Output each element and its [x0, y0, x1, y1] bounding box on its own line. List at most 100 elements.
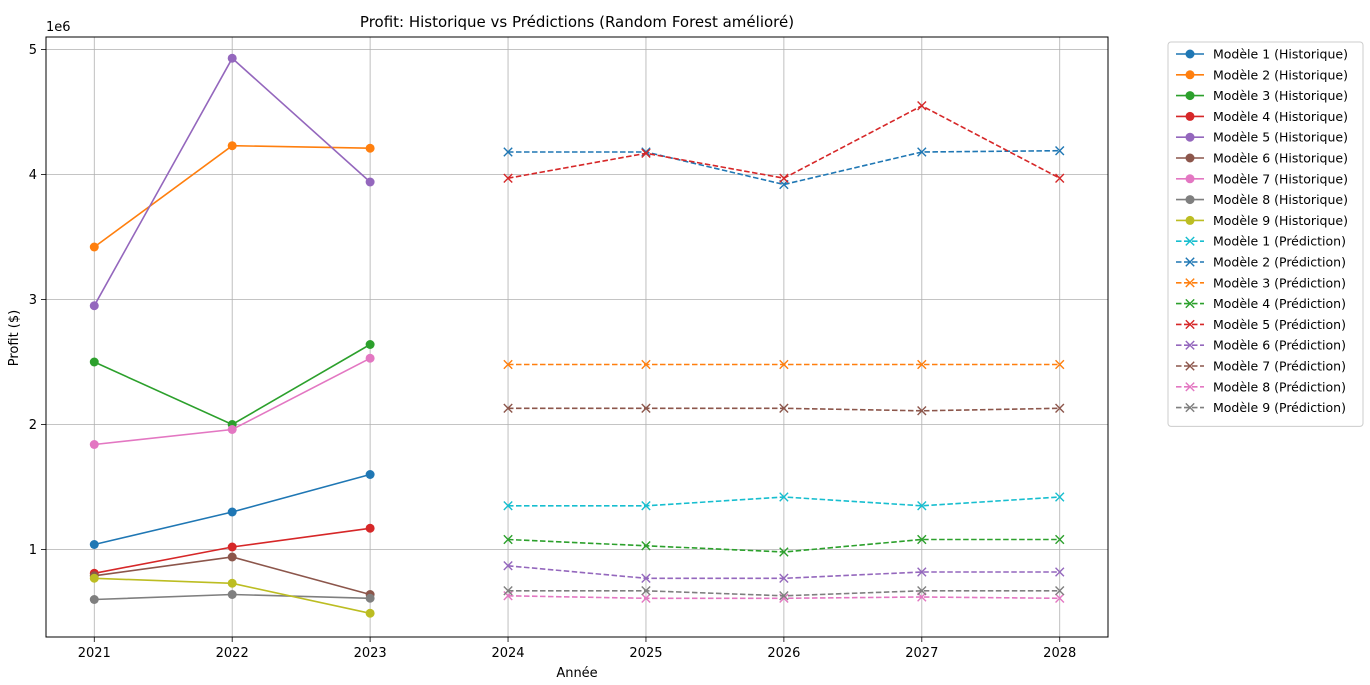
data-point — [917, 534, 927, 545]
chart-title: Profit: Historique vs Prédictions (Rando… — [360, 13, 794, 31]
data-point — [1055, 403, 1065, 413]
x-tick-label: 2027 — [905, 646, 938, 661]
data-point — [641, 147, 651, 157]
legend-entry: Modèle 5 (Prédiction) — [1176, 317, 1346, 332]
legend-label: Modèle 3 (Historique) — [1213, 88, 1348, 103]
legend-entry: Modèle 9 (Historique) — [1176, 213, 1348, 228]
data-point — [365, 470, 375, 479]
legend-marker — [1185, 257, 1195, 267]
data-point — [917, 586, 927, 596]
data-point — [89, 357, 99, 367]
data-point — [1055, 492, 1065, 502]
legend-label: Modèle 8 (Historique) — [1213, 192, 1348, 207]
series-16 — [503, 403, 1065, 416]
data-point — [641, 501, 651, 511]
legend-label: Modèle 9 (Prédiction) — [1213, 400, 1346, 415]
data-point — [1055, 567, 1065, 577]
x-tick-label: 2023 — [354, 646, 387, 661]
data-point — [503, 403, 513, 413]
series-18 — [503, 586, 1065, 601]
legend-marker — [1185, 361, 1195, 371]
legend-marker — [1185, 236, 1195, 246]
series-line — [508, 149, 1060, 186]
series-1 — [89, 470, 375, 549]
data-point — [1055, 173, 1065, 183]
data-point — [1055, 586, 1065, 596]
plot-frame — [45, 36, 1109, 638]
legend-entry: Modèle 3 (Prédiction) — [1176, 275, 1346, 290]
x-axis-label: Année — [556, 666, 597, 681]
legend-entry: Modèle 4 (Historique) — [1176, 109, 1348, 124]
data-point — [89, 242, 99, 252]
series-11 — [503, 146, 1065, 190]
data-point — [227, 507, 237, 517]
data-point — [365, 523, 375, 533]
y-tick-label: 4 — [29, 168, 37, 183]
legend-marker — [1185, 91, 1195, 101]
legend-marker — [1185, 278, 1195, 288]
legend-marker — [1185, 153, 1195, 163]
y-tick-label: 5 — [29, 43, 37, 58]
data-point — [365, 608, 375, 618]
legend-label: Modèle 4 (Historique) — [1213, 109, 1348, 124]
series-13 — [503, 534, 1065, 557]
data-point — [227, 53, 237, 63]
data-point — [503, 501, 513, 511]
axes: 2021 2022 2023 2024 2025 2026 2027 2028 1 2 3 4 5 — [29, 36, 1109, 661]
data-point — [1055, 146, 1065, 156]
legend-marker — [1185, 402, 1195, 413]
data-point — [503, 359, 513, 370]
series-17 — [503, 591, 1065, 603]
x-tick-label: 2021 — [78, 646, 111, 661]
grid — [46, 37, 1108, 637]
data-point — [365, 177, 375, 187]
data-point — [779, 173, 789, 183]
data-point — [365, 143, 375, 153]
data-point — [917, 101, 927, 111]
legend-entry: Modèle 6 (Historique) — [1176, 151, 1348, 166]
data-point — [503, 173, 513, 183]
legend: Modèle 1 (Historique) Modèle 2 (Historiqu… — [1167, 41, 1364, 427]
legend-entry: Modèle 1 (Historique) — [1176, 47, 1348, 62]
legend-entry: Modèle 3 (Historique) — [1176, 88, 1348, 103]
data-point — [779, 403, 789, 413]
x-tick-label: 2022 — [216, 646, 249, 661]
legend-entry: Modèle 9 (Prédiction) — [1176, 400, 1346, 415]
legend-label: Modèle 1 (Prédiction) — [1213, 234, 1346, 249]
legend-entry: Modèle 2 (Historique) — [1176, 67, 1348, 82]
data-point — [641, 148, 651, 158]
data-point — [503, 561, 513, 571]
data-point — [227, 578, 237, 588]
data-point — [917, 406, 927, 416]
data-point — [227, 552, 237, 562]
y-tick-label: 2 — [29, 418, 37, 433]
legend-marker — [1185, 195, 1195, 205]
legend-label: Modèle 7 (Historique) — [1213, 171, 1348, 186]
legend-label: Modèle 8 (Prédiction) — [1213, 379, 1346, 394]
data-point — [641, 586, 651, 596]
data-point — [917, 567, 927, 577]
data-point — [365, 593, 375, 603]
data-point — [779, 547, 789, 557]
legend-marker — [1185, 340, 1195, 350]
legend-marker — [1185, 174, 1195, 184]
legend-box — [1167, 41, 1364, 427]
legend-marker — [1185, 298, 1195, 309]
legend-marker — [1185, 111, 1195, 121]
data-point — [1055, 534, 1065, 545]
data-point — [779, 591, 789, 601]
legend-label: Modèle 9 (Historique) — [1213, 213, 1348, 228]
data-point — [227, 425, 237, 434]
data-point — [1055, 593, 1065, 603]
data-point — [917, 359, 927, 370]
x-tick-label: 2025 — [629, 646, 662, 661]
y-tick-label: 3 — [29, 293, 37, 308]
data-point — [89, 540, 99, 549]
data-point — [641, 403, 651, 413]
legend-marker — [1185, 132, 1195, 142]
data-point — [503, 586, 513, 596]
series-14 — [503, 101, 1065, 183]
x-tick-label: 2024 — [491, 646, 524, 661]
data-point — [227, 542, 237, 552]
